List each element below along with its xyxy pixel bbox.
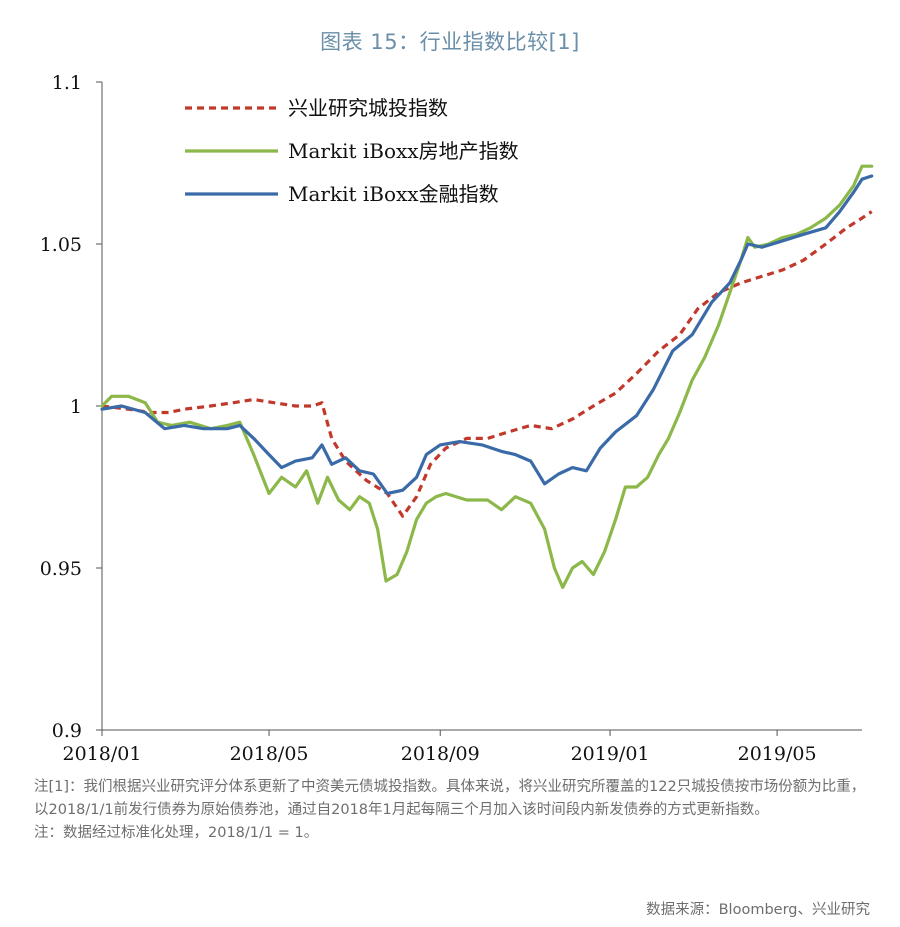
line-chart: 0.9 0.95 1 1.05 1.1 2018/01 2018/05 2018/09 2019…	[40, 72, 874, 765]
series-line-2	[100, 164, 874, 589]
y-tick-label: 0.95	[40, 558, 82, 580]
x-tick-label: 2018/09	[401, 743, 480, 765]
notes: 注[1]：我们根据兴业研究评分体系更新了中资美元债城投指数。具体来说，将兴业研究…	[34, 776, 872, 845]
legend-label-1: 兴业研究城投指数	[288, 96, 448, 120]
x-tick-label: 2018/05	[230, 743, 309, 765]
series-line-3	[100, 174, 874, 496]
legend-label-3: Markit iBoxx金融指数	[288, 182, 499, 206]
x-tick-label: 2018/01	[63, 743, 142, 765]
data-source: 数据来源：Bloomberg、兴业研究	[646, 902, 870, 918]
x-tick-label: 2019/01	[571, 743, 650, 765]
y-tick-label: 1.1	[52, 72, 82, 94]
note-normalization: 注：数据经过标准化处理，2018/1/1 = 1。	[34, 825, 319, 841]
note-methodology: 注[1]：我们根据兴业研究评分体系更新了中资美元债城投指数。具体来说，将兴业研究…	[34, 779, 866, 818]
x-tick-label: 2019/05	[738, 743, 817, 765]
y-tick-label: 0.9	[52, 720, 82, 742]
figure-title: 图表 15：行业指数比较[1]	[320, 30, 580, 54]
y-tick-label: 1.05	[40, 234, 82, 256]
y-tick-label: 1	[70, 396, 82, 418]
legend-label-2: Markit iBoxx房地产指数	[288, 139, 519, 163]
series-line-1	[101, 210, 873, 518]
